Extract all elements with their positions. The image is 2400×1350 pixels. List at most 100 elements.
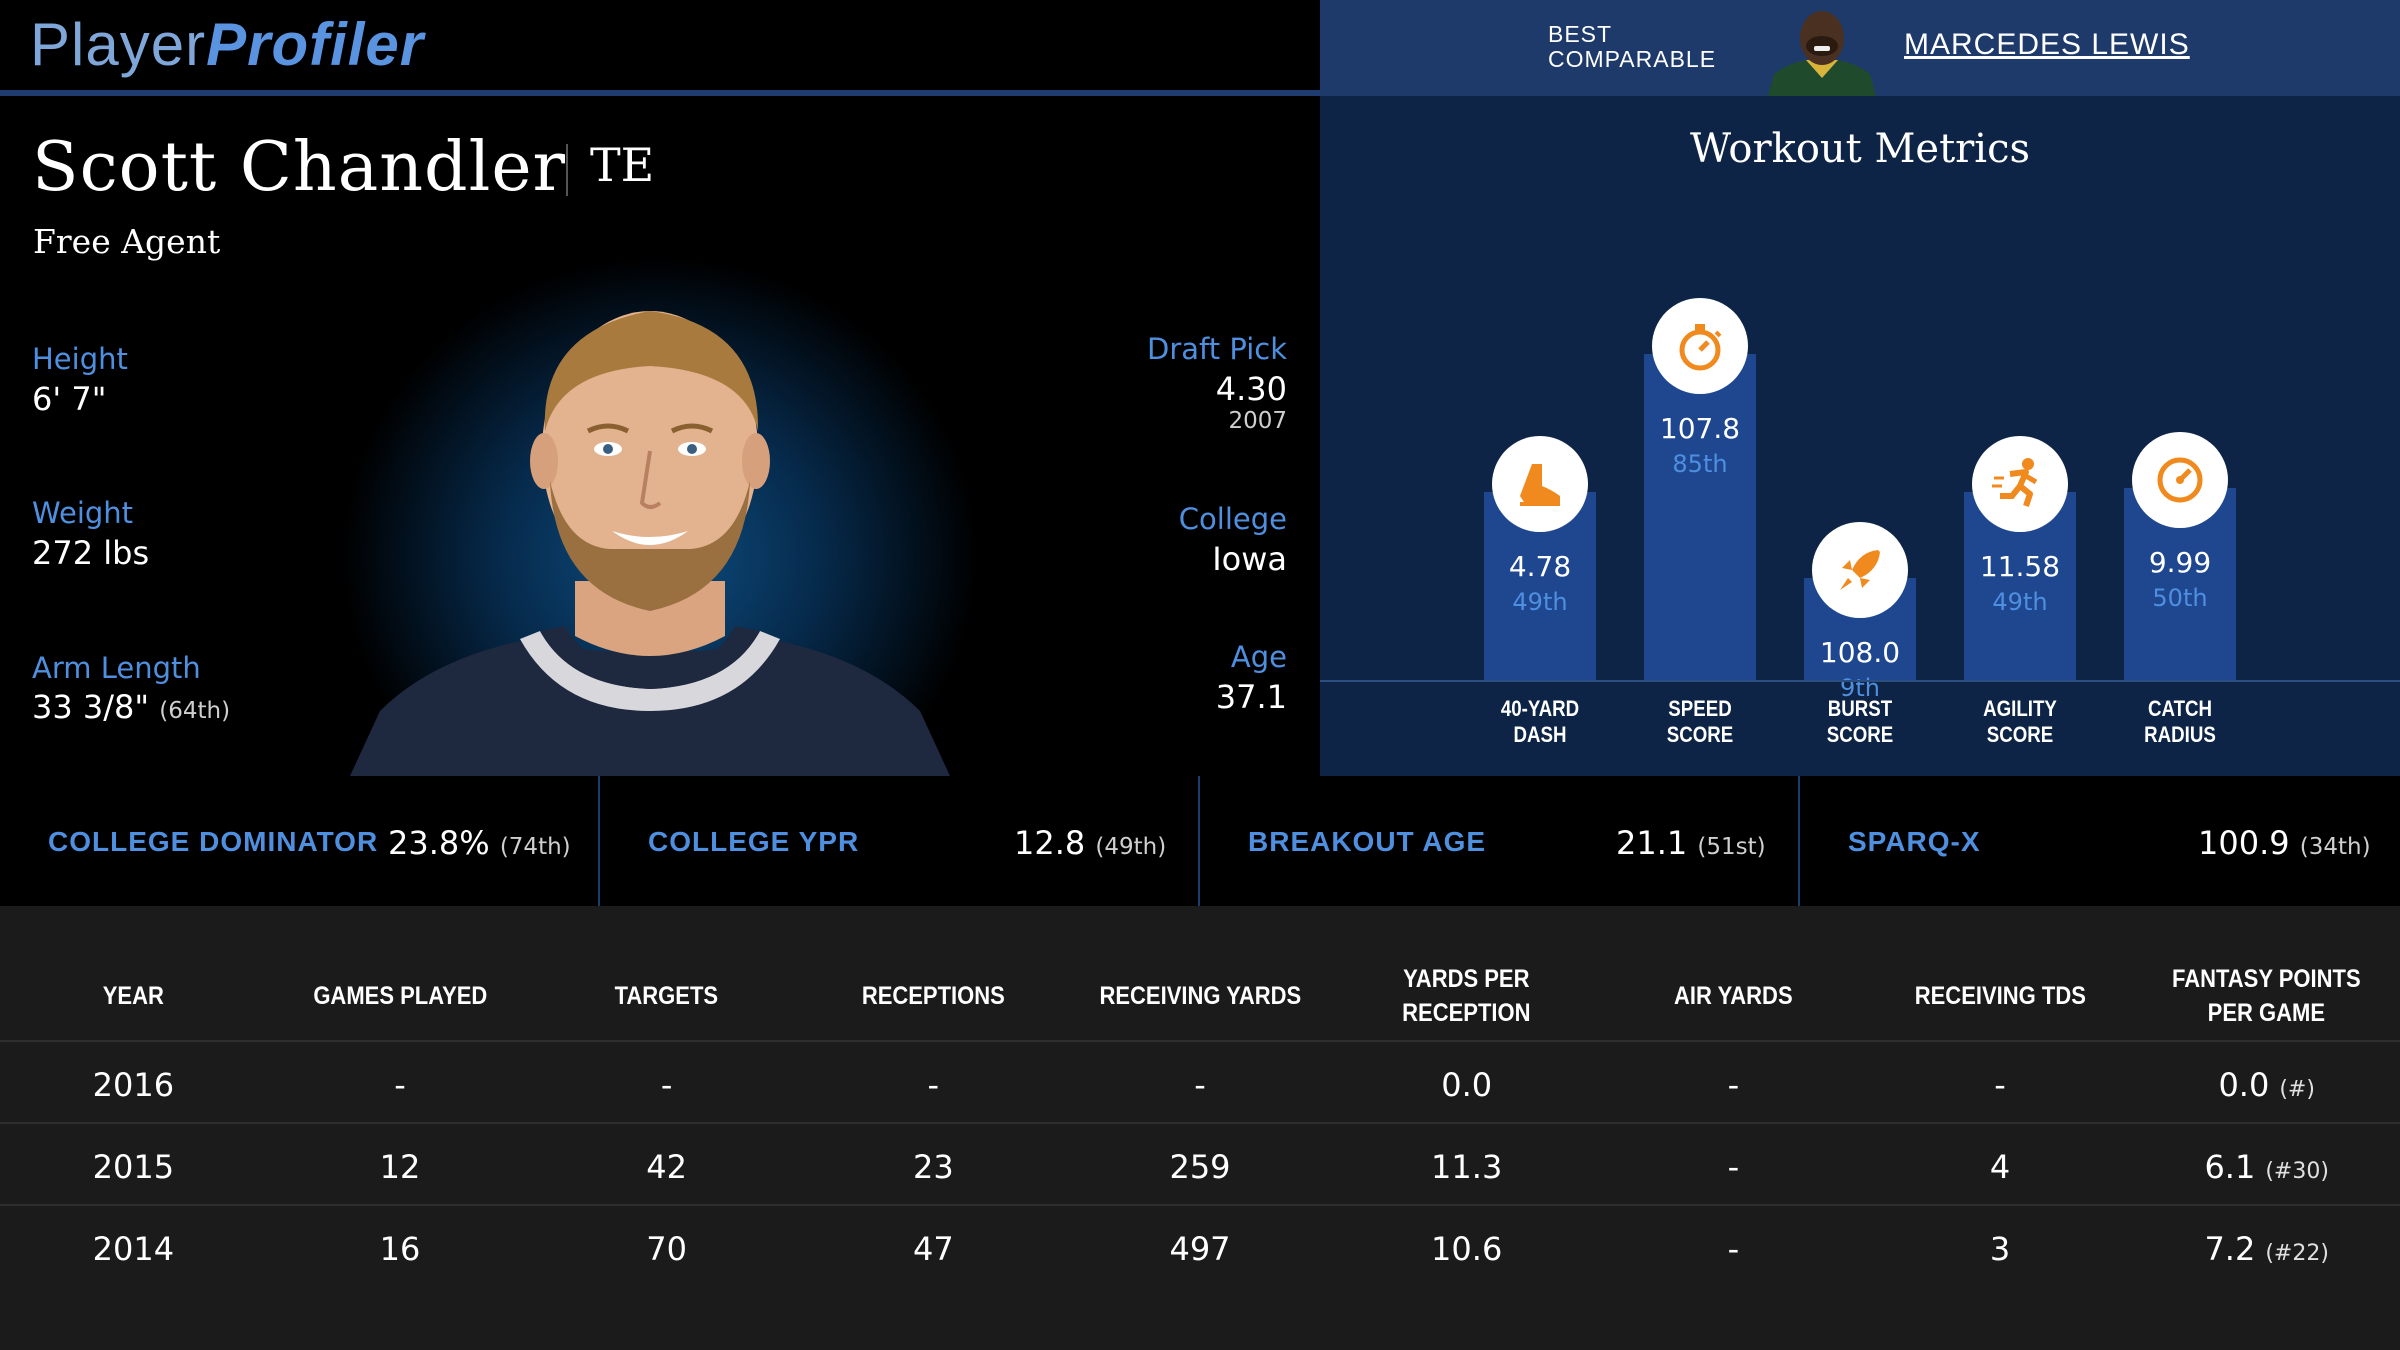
table-cell-value: 42 — [646, 1148, 688, 1186]
workout-bar-value: 107.8 — [1659, 412, 1741, 445]
workout-bar-percentile: 49th — [1512, 588, 1568, 616]
metric-value: 12.8 (49th) — [1014, 824, 1166, 862]
table-cell: 2014 — [0, 1230, 267, 1268]
row-divider — [0, 1040, 2400, 1042]
college-value: Iowa — [1212, 540, 1287, 578]
table-cell-value: 497 — [1169, 1230, 1231, 1268]
height-value: 6' 7" — [32, 380, 107, 418]
table-cell: 4 — [1867, 1148, 2134, 1186]
metric-number: 12.8 — [1014, 824, 1086, 862]
table-cell: 0.0 (#) — [2133, 1066, 2400, 1104]
fantasy-rank: (#) — [2279, 1077, 2315, 1102]
table-cell: 0.0 — [1333, 1066, 1600, 1104]
table-cell: 6.1 (#30) — [2133, 1148, 2400, 1186]
column-header[interactable]: YARDS PER RECEPTION — [1402, 965, 1531, 1027]
table-cell: 12 — [267, 1148, 534, 1186]
player-info-panel: Scott Chandler TE Free Agent Height 6' 7… — [0, 96, 1320, 776]
player-team: Free Agent — [33, 222, 221, 261]
table-cell-value: 70 — [646, 1230, 688, 1268]
draft-pick-label: Draft Pick — [1147, 332, 1287, 366]
target-icon — [2132, 432, 2228, 528]
column-header[interactable]: RECEIVING TDS — [1914, 982, 2086, 1010]
draft-pick-value: 4.30 — [1215, 370, 1287, 408]
table-cell-value: 6.1 — [2204, 1148, 2256, 1186]
column-header[interactable]: YEAR — [102, 982, 164, 1010]
player-headshot — [350, 291, 950, 776]
age-label: Age — [1230, 640, 1287, 674]
metric-label[interactable]: COLLEGE DOMINATOR — [48, 826, 379, 857]
metric-card-breakout-age: BREAKOUT AGE 21.1 (51st) — [1200, 776, 1800, 906]
column-header[interactable]: AIR YARDS — [1674, 982, 1793, 1010]
table-cell: 11.3 — [1333, 1148, 1600, 1186]
comparable-player-link[interactable]: MARCEDES LEWIS — [1904, 28, 2190, 61]
metric-card-college-ypr: COLLEGE YPR 12.8 (49th) — [600, 776, 1200, 906]
metric-value: 100.9 (34th) — [2198, 824, 2371, 862]
name-divider — [566, 144, 568, 196]
player-position: TE — [590, 138, 655, 192]
table-cell: 10.6 — [1333, 1230, 1600, 1268]
weight-label: Weight — [32, 496, 134, 530]
workout-bar-label-line2: SCORE — [1986, 722, 2054, 747]
college-label: College — [1178, 502, 1287, 536]
metric-label[interactable]: BREAKOUT AGE — [1248, 826, 1487, 857]
column-header[interactable]: GAMES PLAYED — [312, 982, 487, 1010]
column-header[interactable]: TARGETS — [614, 982, 719, 1010]
arm-length-number: 33 3/8" — [32, 688, 150, 726]
age-value: 37.1 — [1215, 678, 1287, 716]
workout-bar-label-line2: SCORE — [1666, 722, 1734, 747]
height-label: Height — [32, 342, 128, 376]
workout-bar-label-line1: BURST — [1827, 696, 1893, 721]
weight-value: 272 lbs — [32, 534, 150, 572]
table-cell: - — [1867, 1066, 2134, 1104]
metric-number: 100.9 — [2198, 824, 2290, 862]
workout-bar-percentile: 85th — [1672, 450, 1728, 478]
site-logo[interactable]: PlayerProfiler — [30, 10, 424, 79]
workout-bar-speed — [1644, 354, 1756, 680]
metric-percentile: (74th) — [499, 834, 571, 860]
workout-bar-label: BURST SCORE — [1792, 696, 1928, 748]
workout-bar-label: 40-YARD DASH — [1472, 696, 1608, 748]
player-name: Scott Chandler — [32, 128, 567, 207]
table-cell-value: - — [394, 1066, 406, 1104]
row-divider — [0, 1122, 2400, 1124]
table-cell: - — [1600, 1230, 1867, 1268]
table-cell-value: 4 — [1989, 1148, 2011, 1186]
workout-bar-label-line1: SPEED — [1668, 696, 1732, 721]
table-cell: 2016 — [0, 1066, 267, 1104]
workout-bar-value: 4.78 — [1508, 550, 1572, 583]
table-cell-value: - — [660, 1066, 673, 1104]
table-cell-value: - — [1994, 1066, 2006, 1104]
table-cell: 2015 — [0, 1148, 267, 1186]
advanced-metrics-row: COLLEGE DOMINATOR 23.8% (74th) COLLEGE Y… — [0, 776, 2400, 906]
table-cell-value: 12 — [379, 1148, 421, 1186]
workout-bar-percentile: 49th — [1992, 588, 2048, 616]
fantasy-rank: (#30) — [2265, 1159, 2329, 1184]
workout-bar-value: 11.58 — [1979, 550, 2061, 583]
site-header: PlayerProfiler — [0, 0, 1320, 96]
season-stats-table: YEAR GAMES PLAYED TARGETS RECEPTIONS RECEIVI… — [0, 906, 2400, 1350]
table-cell-value: 0.0 — [1441, 1066, 1493, 1104]
draft-year: 2007 — [1228, 408, 1287, 434]
table-cell: - — [533, 1066, 800, 1104]
column-header[interactable]: RECEIVING YARDS — [1099, 982, 1301, 1010]
table-cell: 23 — [800, 1148, 1067, 1186]
row-divider — [0, 1204, 2400, 1206]
workout-bar-percentile: 50th — [2152, 584, 2208, 612]
metric-label[interactable]: COLLEGE YPR — [648, 826, 860, 857]
workout-bar-label: CATCH RADIUS — [2112, 696, 2248, 748]
metric-number: 23.8% — [388, 824, 490, 862]
workout-bar-label-line1: 40-YARD — [1500, 696, 1580, 721]
metric-label[interactable]: SPARQ-X — [1848, 826, 1981, 857]
arm-length-value: 33 3/8" (64th) — [32, 688, 230, 726]
best-comparable-label: BEST COMPARABLE — [1548, 22, 1716, 72]
workout-bar-label-line2: RADIUS — [2144, 722, 2216, 747]
column-header[interactable]: FANTASY POINTS PER GAME — [2172, 965, 2362, 1027]
column-header[interactable]: RECEPTIONS — [861, 982, 1005, 1010]
table-cell-value: 11.3 — [1431, 1148, 1503, 1186]
table-cell-value: 3 — [1989, 1230, 2011, 1268]
metric-value: 21.1 (51st) — [1616, 824, 1766, 862]
comparable-avatar[interactable] — [1760, 8, 1884, 96]
table-cell-value: 259 — [1169, 1148, 1231, 1186]
table-cell-value: 2014 — [92, 1230, 175, 1268]
